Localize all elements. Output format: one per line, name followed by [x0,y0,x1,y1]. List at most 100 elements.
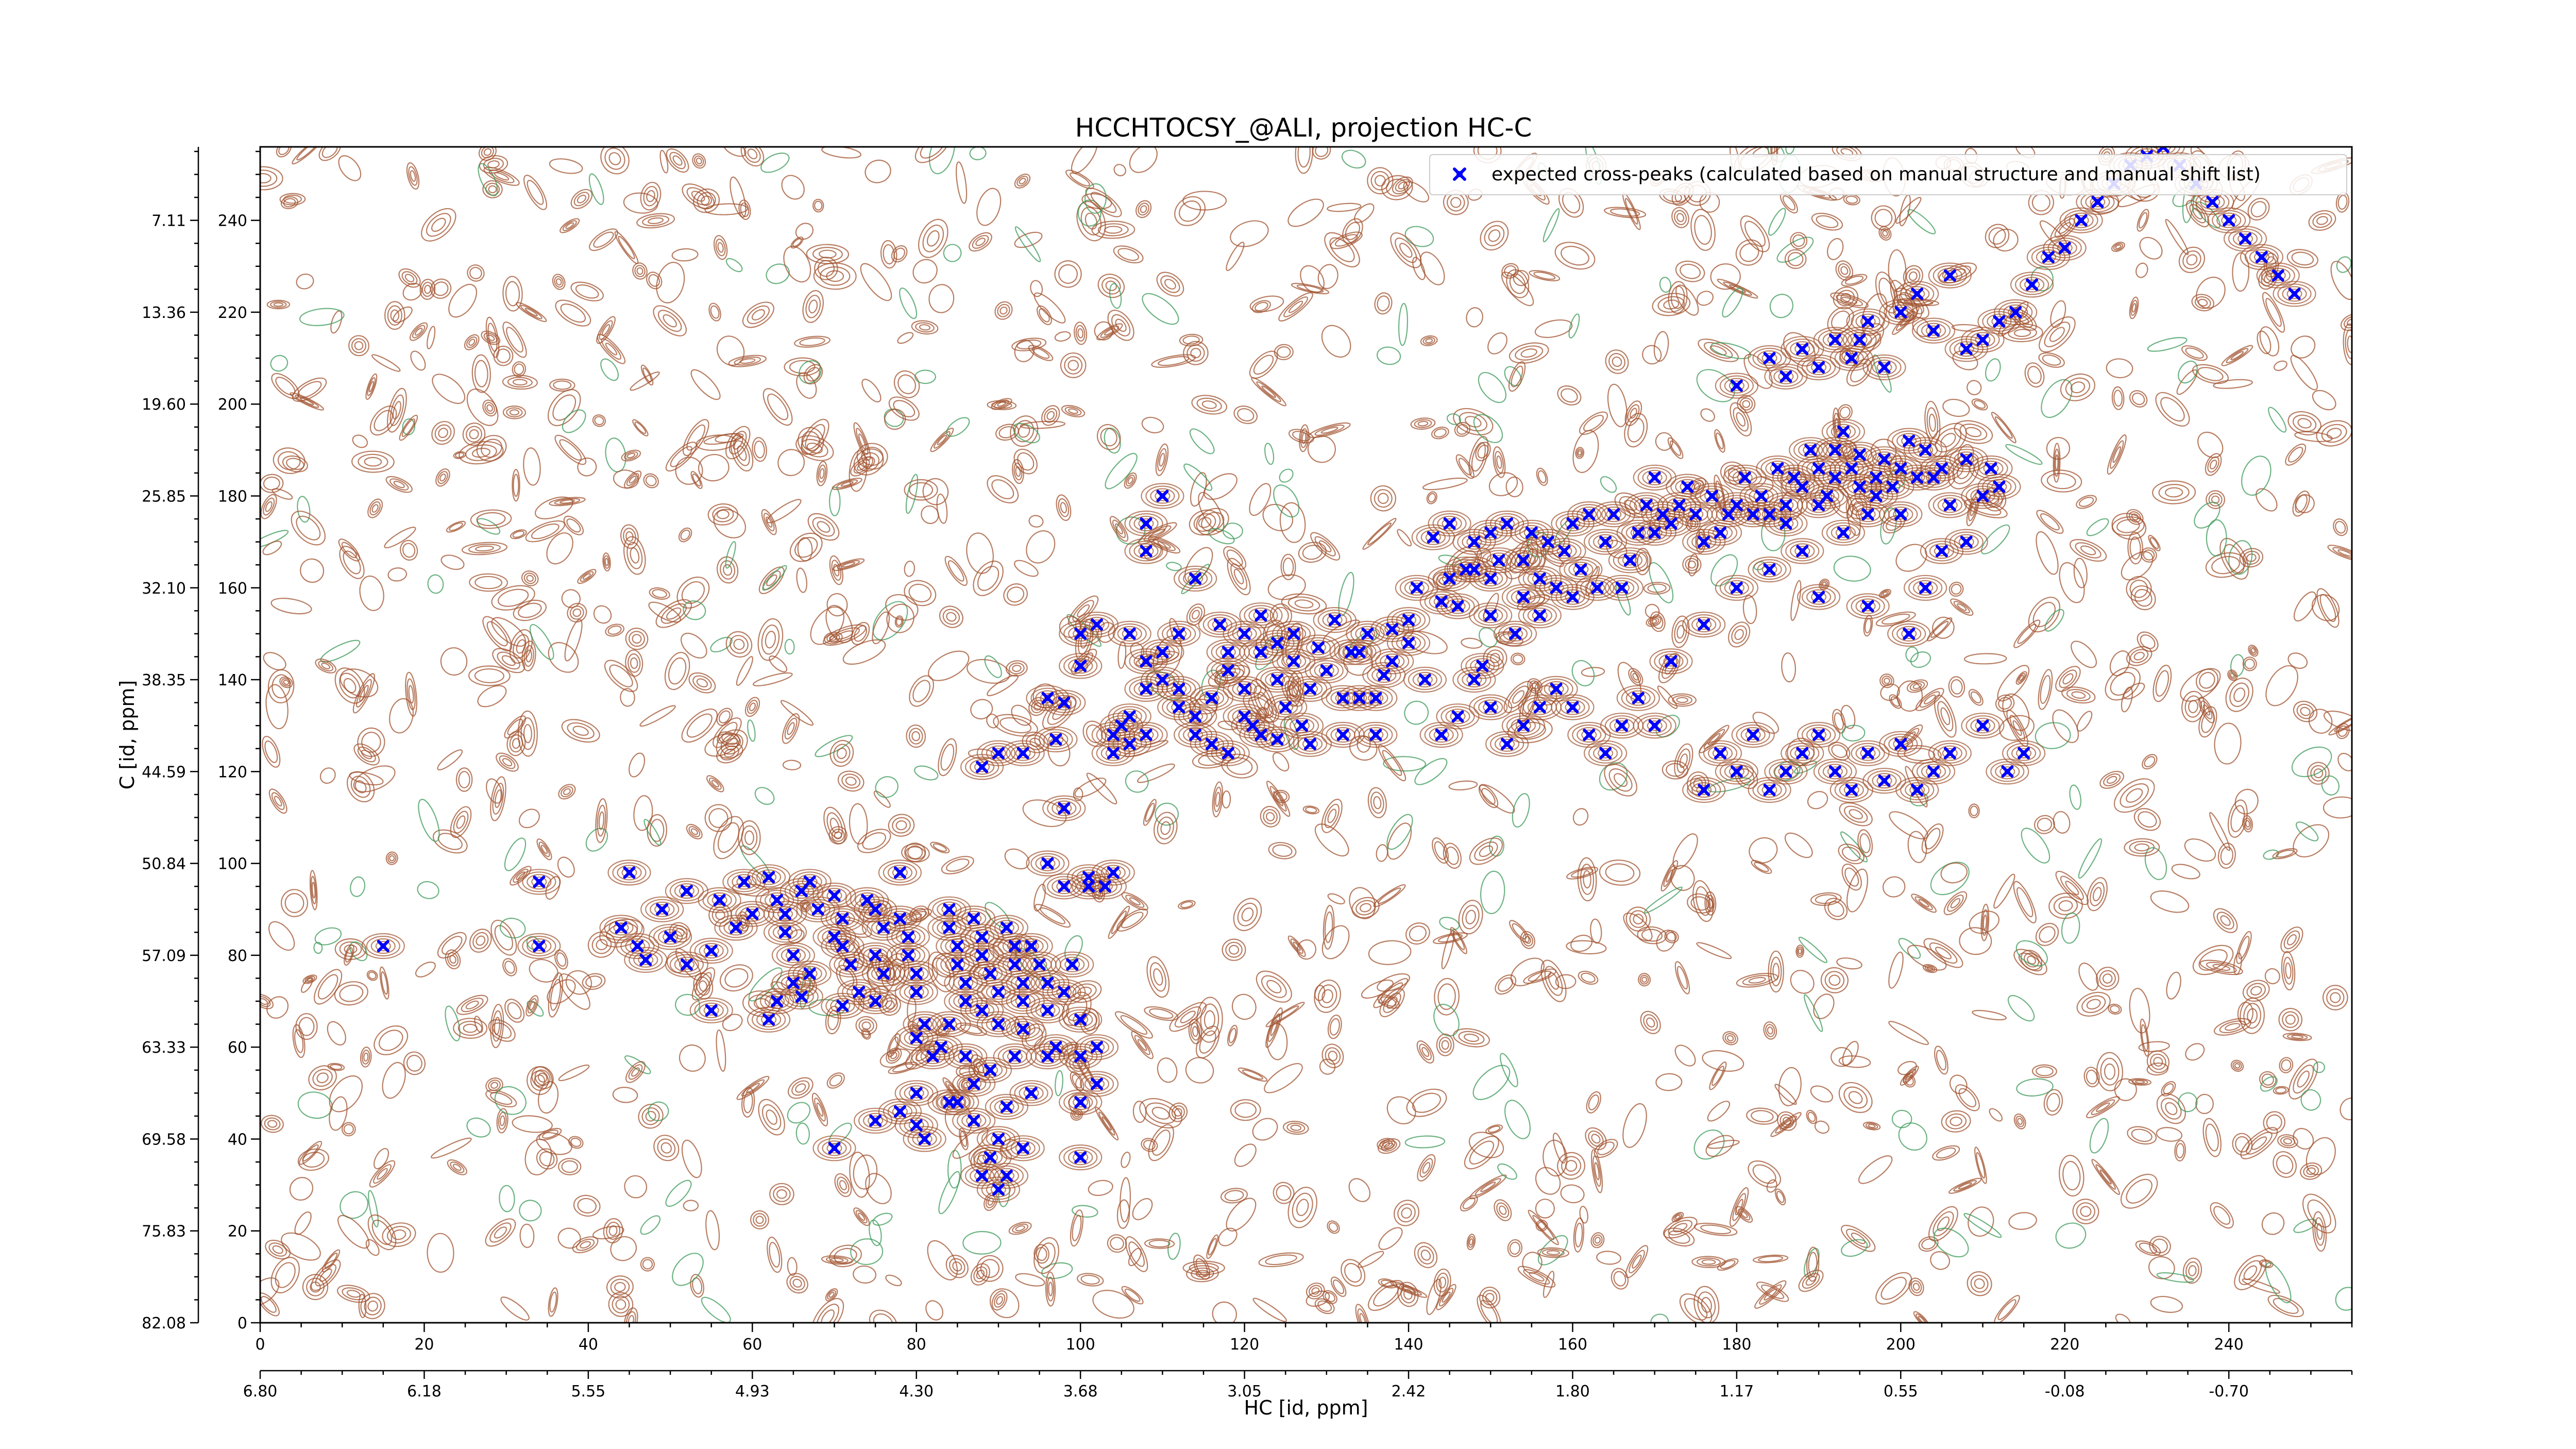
contour-ring [1442,1291,1451,1303]
contour-ring [2206,490,2225,509]
contour-ring [353,743,380,766]
contour-ring [1607,383,1628,428]
contour-ring [427,1233,454,1273]
contour-ring [1127,477,1133,484]
contour-ring [2050,300,2066,328]
contour-ring [663,314,677,328]
contour-ring [1697,1291,1716,1319]
contour-ring [1160,275,1180,293]
contour-ring [912,680,930,702]
contour-ring [1377,973,1411,992]
contour-ring [1286,1122,1306,1133]
contour-ring [1192,1026,1198,1037]
contour-ring [1498,977,1514,992]
contour-ring [1145,1102,1176,1124]
contour-ring [829,1244,862,1268]
contour-ring [1827,238,1844,260]
contour-ring [970,699,993,720]
contour-ring [956,161,968,204]
contour-ring [657,310,682,332]
contour-ring [2332,547,2352,559]
contour-ring [2091,1099,2115,1116]
contour-ring [1609,208,1640,217]
contour-ring [1575,447,1585,459]
contour-ring [263,497,275,516]
contour-ring [406,1055,422,1072]
contour-ring [261,1115,284,1133]
contour-ring [488,185,497,194]
contour-ring [490,1092,513,1105]
contour-ring [2039,926,2056,943]
contour-ring [1462,904,1480,930]
contour-ring [469,429,479,440]
contour-ring [274,796,282,807]
contour-ring [260,494,277,519]
contour-ring [1769,294,1794,318]
contour-ring [1349,887,1376,919]
contour-ring [1782,195,1795,211]
contour-ring [1591,1134,1601,1144]
contour-ring [713,509,746,538]
contour-ring [2346,318,2352,326]
contour-ring [1976,1152,1986,1179]
contour-ring [382,1222,416,1247]
contour-ring [466,336,478,348]
contour-ring [921,505,939,524]
contour-ring [1437,983,1456,1010]
contour-ring [415,962,436,978]
contour-ring [302,1152,325,1168]
contour-ring [1091,221,1136,239]
contour-ring [914,369,936,384]
contour-ring [1479,784,1515,814]
contour-ring [406,162,420,190]
contour-ring [1716,432,1724,450]
contour-ring [2134,588,2153,607]
contour-ring [431,1137,472,1159]
contour-ring [930,841,950,854]
contour-ring [1422,477,1468,491]
contour-ring [632,634,642,644]
contour-ring [1019,177,1026,184]
contour-ring [1495,974,1517,995]
contour-ring [833,744,851,763]
contour-ring [570,1137,582,1147]
contour-ring [512,530,524,538]
contour-ring [306,1277,325,1296]
contour-ring [2113,778,2155,813]
contour-ring [346,1290,361,1298]
contour-ring [2226,348,2249,363]
contour-ring [319,1268,332,1282]
contour-ring [1439,917,1460,931]
contour-ring [1115,318,1127,332]
contour-ring [675,457,703,485]
contour-ring [2042,354,2061,366]
contour-ring [1846,868,1869,913]
contour-ring [1742,400,1751,408]
contour-ring [318,147,341,161]
contour-ring [1072,983,1097,1000]
contour-ring [1604,207,1647,218]
contour-ring [2142,754,2158,770]
contour-ring [1528,1209,1559,1245]
contour-ring [1086,772,1117,805]
contour-ring [1578,970,1599,985]
contour-ring [367,1300,378,1312]
contour-ring [1930,620,1949,638]
contour-ring [2334,715,2352,732]
contour-ring [751,309,765,321]
contour-ring [856,428,869,455]
contour-ring [2036,531,2059,575]
contour-ring [2024,362,2045,388]
contour-ring [786,1273,808,1294]
contour-ring [268,788,287,814]
contour-ring [1164,279,1176,290]
contour-ring [1608,353,1625,370]
contour-ring [320,639,361,663]
contour-ring [612,1087,638,1103]
contour-ring [789,532,823,562]
contour-ring [2035,922,2059,946]
contour-ring [1537,1235,1568,1266]
contour-ring [2283,930,2300,950]
contour-ring [2327,545,2352,561]
contour-ring [1581,972,1596,983]
